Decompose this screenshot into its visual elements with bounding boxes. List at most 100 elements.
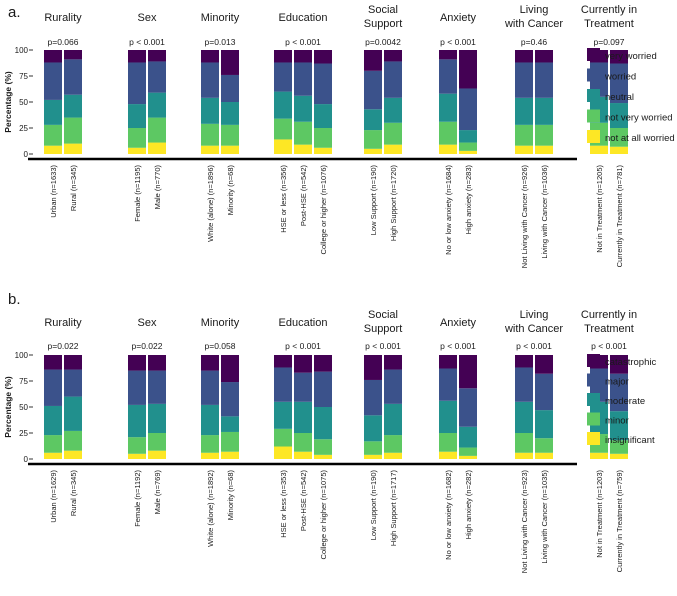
bar-segment-minor <box>294 433 312 452</box>
x-tick-label: High Support (n=1717) <box>389 470 398 547</box>
bar-segment-catastrophic <box>364 355 382 380</box>
bar-segment-worried <box>201 62 219 98</box>
y-tick-label: 75 <box>19 72 28 81</box>
group-living-with-cancer: Living with Cancer p=0.46 Not Living with C… <box>504 4 563 268</box>
bar-segment-not-at-all-worried <box>128 147 146 154</box>
legend-swatch <box>587 89 600 102</box>
bar-segment-minor <box>314 439 332 455</box>
bar-segment-moderate <box>515 401 533 433</box>
x-tick-label: Male (n=770) <box>153 165 162 210</box>
bar-segment-very-worried <box>439 50 457 60</box>
group-title-line2: Treatment <box>584 18 634 30</box>
bar-segment-neutral <box>148 92 166 118</box>
bar-segment-neutral <box>201 97 219 124</box>
bar-segment-not-very-worried <box>294 121 312 145</box>
legend-swatch <box>587 109 600 123</box>
bar-segment-neutral <box>221 102 239 125</box>
x-tick-label: White (alone) (n=1892) <box>206 470 215 547</box>
bar-segment-not-at-all-worried <box>515 145 533 154</box>
y-tick-label: 50 <box>19 403 28 412</box>
bar-segment-not-very-worried <box>364 130 382 149</box>
group-rurality: Rurality p=0.022 Urban (n=1629) Rural (n=34… <box>44 317 82 523</box>
bar-segment-catastrophic <box>274 355 292 368</box>
bar-segment-not-very-worried <box>610 128 628 147</box>
legend-swatch <box>587 393 600 406</box>
bar-segment-moderate <box>364 415 382 442</box>
bar-segment-insignificant <box>515 452 533 459</box>
group-title-line1: Living <box>520 4 549 16</box>
p-value: p < 0.001 <box>440 37 476 47</box>
y-tick-label: 25 <box>19 429 28 438</box>
group-title-line2: with Cancer <box>504 18 563 30</box>
bar-segment-catastrophic <box>384 355 402 370</box>
stacked-bar <box>515 355 533 459</box>
group-title: Rurality <box>44 317 82 329</box>
x-tick-label: Low Support (n=190) <box>369 470 378 541</box>
stacked-bar <box>439 50 457 154</box>
group-title: Sex <box>138 12 157 24</box>
bar-segment-insignificant <box>364 454 382 459</box>
p-value: p=0.013 <box>205 37 236 47</box>
p-value: p=0.46 <box>521 37 548 47</box>
group-education: Education p < 0.001 HSE or less (n=353) Pos… <box>274 317 332 559</box>
group-title-line2: Support <box>364 323 403 335</box>
x-tick-label: High anxiety (n=282) <box>464 470 473 540</box>
bar-segment-very-worried <box>148 50 166 62</box>
y-tick-label: 50 <box>19 98 28 107</box>
group-title-line1: Currently in <box>581 4 637 16</box>
stacked-bar <box>128 355 146 459</box>
group-title-line1: Living <box>520 309 549 321</box>
p-value: p < 0.001 <box>285 37 321 47</box>
bar-segment-moderate <box>610 411 628 441</box>
stacked-bar <box>515 50 533 154</box>
bar-segment-very-worried <box>535 50 553 63</box>
legend: very worried worried neutral not very worri… <box>587 48 675 144</box>
bar-segment-catastrophic <box>221 355 239 383</box>
stacked-bar <box>128 50 146 154</box>
bar-segment-moderate <box>384 403 402 436</box>
x-tick-label: No or low anxiety (n=1682) <box>444 470 453 560</box>
x-tick-label: College or higher (n=1075) <box>319 470 328 560</box>
y-tick-label: 0 <box>24 150 29 159</box>
legend-label: neutral <box>605 92 634 103</box>
x-tick-label: High anxiety (n=283) <box>464 165 473 235</box>
bar-segment-moderate <box>128 404 146 438</box>
bar-segment-insignificant <box>439 451 457 459</box>
bar-segment-worried <box>384 61 402 98</box>
stacked-bar <box>64 50 82 154</box>
bar-segment-neutral <box>364 109 382 131</box>
bar-segment-minor <box>221 431 239 452</box>
bar-segment-minor <box>201 435 219 453</box>
bar-segment-insignificant <box>314 454 332 459</box>
bar-segment-minor <box>274 428 292 447</box>
group-rurality: Rurality p=0.066 Urban (n=1633) Rural (n=34… <box>44 12 82 218</box>
bar-segment-not-at-all-worried <box>44 145 62 154</box>
legend-label: insignificant <box>605 435 655 446</box>
bar-segment-not-at-all-worried <box>610 146 628 154</box>
x-tick-label: Not in Treatment (n=1205) <box>595 165 604 253</box>
stacked-bar <box>221 355 239 459</box>
bar-segment-insignificant <box>221 451 239 459</box>
x-tick-label: Male (n=769) <box>153 470 162 515</box>
bar-segment-moderate <box>294 401 312 433</box>
group-title-line2: Support <box>364 18 403 30</box>
bar-segment-not-at-all-worried <box>364 148 382 154</box>
bar-segment-major <box>610 373 628 412</box>
bar-segment-not-very-worried <box>201 123 219 146</box>
stacked-bar <box>201 355 219 459</box>
bar-segment-catastrophic <box>64 355 82 370</box>
bar-segment-major <box>384 369 402 404</box>
bar-segment-moderate <box>44 405 62 436</box>
bar-segment-minor <box>384 435 402 453</box>
stacked-bar <box>274 50 292 154</box>
y-tick-label: 75 <box>19 377 28 386</box>
bar-segment-worried <box>128 62 146 105</box>
bar-segment-insignificant <box>274 446 292 459</box>
bar-segment-worried <box>515 62 533 98</box>
bar-segment-neutral <box>294 95 312 122</box>
x-tick-label: Low Support (n=190) <box>369 165 378 236</box>
bar-segment-catastrophic <box>515 355 533 368</box>
bar-segment-not-very-worried <box>314 128 332 148</box>
bar-segment-very-worried <box>459 50 477 89</box>
